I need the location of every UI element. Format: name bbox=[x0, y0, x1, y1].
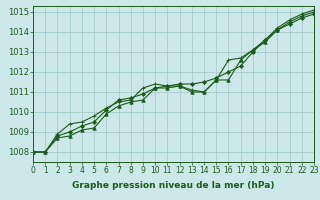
X-axis label: Graphe pression niveau de la mer (hPa): Graphe pression niveau de la mer (hPa) bbox=[72, 181, 275, 190]
